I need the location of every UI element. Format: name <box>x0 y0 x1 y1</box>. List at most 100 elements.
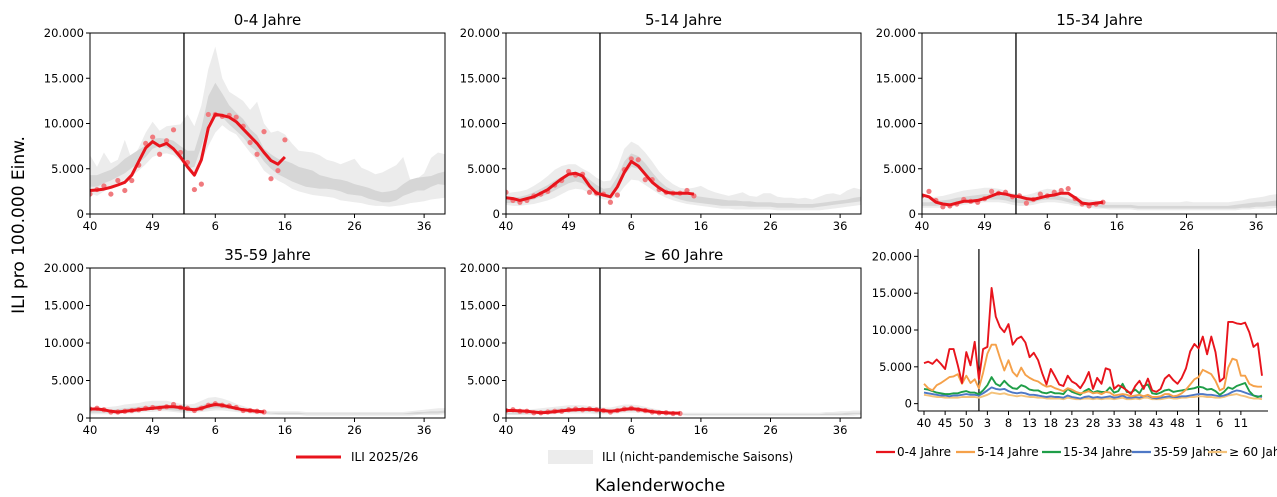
summary-legend-label: 15-34 Jahre <box>1063 445 1132 459</box>
ili-point <box>586 189 593 195</box>
plot-area <box>506 33 861 214</box>
ili-line <box>90 403 265 414</box>
summary-legend: 0-4 Jahre 5-14 Jahre 15-34 Jahre 35-59 Jahr… <box>876 445 1277 459</box>
y-tick-label: 20.000 <box>876 26 916 40</box>
summary-legend-label: ≥ 60 Jahre <box>1229 445 1277 459</box>
ili-point <box>198 181 204 187</box>
y-tick-label: 0 <box>77 207 84 221</box>
y-tick-label: 20.000 <box>872 249 912 263</box>
ili-point <box>607 199 614 205</box>
y-tick-label: 0 <box>493 207 500 221</box>
plot-area <box>90 268 445 418</box>
series-line <box>923 287 1263 396</box>
x-tick-label: 6 <box>628 219 635 233</box>
y-tick-label: 0 <box>493 411 500 425</box>
ili-point <box>635 157 641 163</box>
ili-point <box>614 192 620 198</box>
x-tick-label: 40 <box>499 423 514 437</box>
x-tick-label: 40 <box>83 219 98 233</box>
summary-legend-label: 0-4 Jahre <box>897 445 951 459</box>
y-tick-label: 15.000 <box>44 71 84 85</box>
x-tick-label: 6 <box>1044 219 1051 233</box>
x-tick-label: 36 <box>417 219 432 233</box>
x-tick-label: 16 <box>278 423 293 437</box>
x-tick-label: 43 <box>1149 416 1164 430</box>
panel-60plus: 0 5.000 10.000 15.000 20.000 40 49 6 16 26 36 ≥ 60 … <box>460 246 862 437</box>
x-tick-label: 40 <box>83 423 98 437</box>
panel-frame <box>505 267 862 419</box>
y-tick-label: 10.000 <box>44 117 84 131</box>
x-tick-label: 26 <box>763 423 778 437</box>
ili-point <box>205 111 211 118</box>
y-tick-label: 5.000 <box>467 162 500 176</box>
ili-point <box>150 134 156 140</box>
y-tick-label: 20.000 <box>460 26 500 40</box>
ili-point <box>268 176 274 182</box>
x-tick-label: 8 <box>1005 416 1012 430</box>
x-tick-label: 40 <box>499 219 514 233</box>
x-tick-label: 1 <box>1195 416 1202 430</box>
panel-35-59: 0 5.000 10.000 15.000 20.000 40 49 6 16 26 36 35-59… <box>44 246 446 437</box>
y-axis-label: ILI pro 100.000 Einw. <box>9 136 29 314</box>
band-iqr <box>90 82 445 203</box>
y-tick-label: 10.000 <box>460 117 500 131</box>
x-tick-label: 23 <box>1065 416 1080 430</box>
y-tick-label: 20.000 <box>460 261 500 275</box>
legend-current-label: ILI 2025/26 <box>351 450 418 464</box>
y-tick-label: 0 <box>905 397 912 411</box>
plot-area <box>90 33 445 214</box>
x-tick-label: 36 <box>1249 219 1264 233</box>
x-tick-label: 40 <box>917 416 932 430</box>
x-tick-label: 26 <box>347 423 362 437</box>
x-tick-label: 6 <box>628 423 635 437</box>
y-tick-label: 15.000 <box>872 286 912 300</box>
panel-title: 5-14 Jahre <box>645 11 722 29</box>
x-tick-label: 36 <box>833 219 848 233</box>
x-tick-label: 16 <box>1110 219 1125 233</box>
ili-point <box>129 177 135 184</box>
ili-point <box>247 139 253 146</box>
x-tick-label: 40 <box>915 219 930 233</box>
legend-band-label: ILI (nicht-pandemische Saisons) <box>602 450 793 464</box>
x-tick-label: 16 <box>278 219 293 233</box>
panel-title: ≥ 60 Jahre <box>644 246 723 264</box>
ili-point <box>1065 186 1071 192</box>
ili-point <box>254 151 260 157</box>
x-tick-label: 49 <box>145 219 160 233</box>
plot-area <box>922 33 1277 214</box>
x-tick-label: 49 <box>561 219 576 233</box>
x-tick-label: 13 <box>1022 416 1037 430</box>
x-tick-label: 36 <box>417 423 432 437</box>
ili-point <box>642 177 648 183</box>
x-tick-label: 26 <box>347 219 362 233</box>
x-tick-label: 3 <box>984 416 991 430</box>
band-range <box>90 46 445 207</box>
legend-band: ILI (nicht-pandemische Saisons) <box>548 450 793 464</box>
y-tick-label: 20.000 <box>44 261 84 275</box>
y-tick-label: 0 <box>909 207 916 221</box>
y-tick-label: 10.000 <box>876 117 916 131</box>
y-tick-label: 15.000 <box>460 299 500 313</box>
panel-title: 15-34 Jahre <box>1056 11 1143 29</box>
series-line <box>923 391 1263 401</box>
y-tick-label: 5.000 <box>51 162 84 176</box>
ili-point <box>115 177 121 184</box>
y-tick-label: 5.000 <box>883 162 916 176</box>
x-tick-label: 48 <box>1170 416 1185 430</box>
ili-point <box>157 151 163 157</box>
y-tick-label: 0 <box>77 411 84 425</box>
x-tick-label: 26 <box>763 219 778 233</box>
x-tick-label: 36 <box>833 423 848 437</box>
ili-point <box>170 127 177 133</box>
x-tick-label: 50 <box>959 416 974 430</box>
y-tick-label: 10.000 <box>872 323 912 337</box>
ili-line <box>506 160 695 202</box>
legend-current: ILI 2025/26 <box>296 450 418 464</box>
ili-point <box>628 156 634 162</box>
band-range <box>922 187 1277 211</box>
x-tick-label: 38 <box>1128 416 1143 430</box>
x-tick-label: 49 <box>561 423 576 437</box>
x-tick-label: 33 <box>1107 416 1122 430</box>
